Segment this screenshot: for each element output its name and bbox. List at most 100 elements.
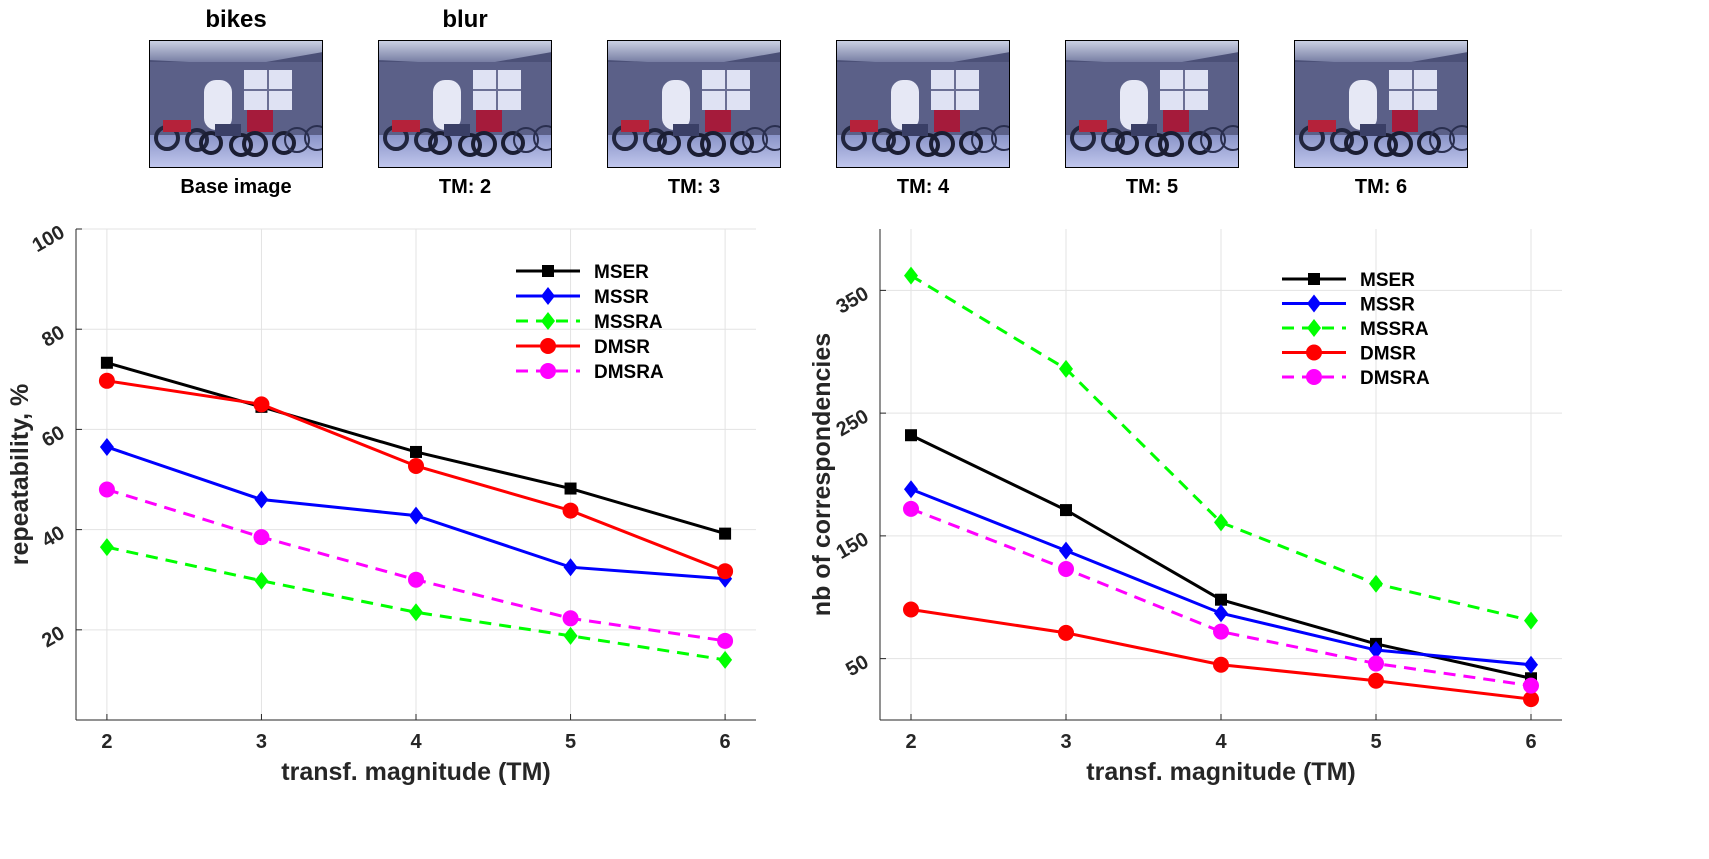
legend-item: MSER [1282, 270, 1415, 291]
x-tick-label: 3 [1060, 731, 1071, 753]
marker-square [719, 527, 732, 540]
marker-diamond [99, 437, 114, 456]
legend-item: DMSR [516, 337, 650, 358]
legend-label: MSSRA [594, 312, 663, 333]
legend: MSER MSSR MSSRA DMSR DMSRA [516, 262, 664, 383]
x-tick-label: 5 [565, 731, 576, 753]
dataset-label: bikes [205, 6, 266, 33]
marker-circle [253, 396, 270, 413]
marker-circle [1058, 624, 1074, 641]
thumbnail-5 [1294, 40, 1468, 168]
marker-circle [717, 632, 734, 649]
marker-square [1060, 504, 1072, 517]
marker-circle [540, 338, 556, 354]
legend-label: DMSR [1360, 344, 1416, 365]
thumbnail-image [607, 40, 781, 168]
legend-item: MSSRA [1282, 319, 1429, 340]
series-line [910, 274, 1532, 623]
thumbnail-label: TM: 6 [1355, 176, 1407, 198]
marker-circle [253, 529, 270, 546]
marker-diamond [99, 538, 114, 557]
marker-diamond [254, 490, 269, 509]
marker-diamond [1307, 319, 1321, 337]
x-tick-label: 2 [101, 731, 112, 753]
legend: MSER MSSR MSSRA DMSR DMSRA [1282, 270, 1430, 389]
x-tick-label: 6 [720, 731, 731, 753]
thumbnail-image [836, 40, 1010, 168]
marker-square [410, 445, 422, 458]
series-mssr [904, 480, 1538, 674]
marker-diamond [1369, 641, 1383, 660]
legend-label: DMSRA [1360, 368, 1430, 389]
legend-item: MSSR [1282, 294, 1415, 316]
legend-label: MSSRA [1360, 319, 1429, 340]
thumbnail-image [1294, 40, 1468, 168]
marker-circle [1368, 672, 1384, 689]
x-tick-label: 4 [410, 731, 422, 753]
legend-item: DMSR [1282, 344, 1416, 365]
legend-item: MSER [516, 262, 649, 283]
series-dmsra [903, 500, 1539, 694]
marker-circle [1058, 561, 1074, 578]
marker-circle [903, 500, 919, 517]
x-axis-label: transf. magnitude (TM) [1086, 758, 1355, 786]
marker-circle [903, 601, 919, 618]
thumbnail-3 [836, 40, 1010, 168]
x-tick-label: 2 [905, 731, 916, 753]
marker-square [564, 482, 577, 495]
thumbnail-label: TM: 3 [668, 176, 720, 198]
marker-diamond [1524, 611, 1538, 630]
x-tick-label: 3 [256, 731, 267, 753]
thumbnail-label: TM: 2 [439, 176, 491, 198]
y-tick-label: 350 [833, 283, 873, 319]
marker-diamond [409, 603, 423, 622]
thumbnail-image [378, 40, 552, 168]
marker-circle [540, 363, 556, 379]
marker-circle [562, 610, 579, 627]
marker-diamond [1214, 513, 1228, 532]
marker-diamond [563, 558, 578, 577]
legend-label: MSER [1360, 270, 1415, 291]
marker-circle [1523, 691, 1539, 708]
thumbnail-label: TM: 4 [897, 176, 950, 198]
marker-square [905, 429, 917, 442]
series-mssra [99, 538, 733, 669]
legend-item: DMSRA [516, 362, 664, 383]
series-dmsr [98, 372, 734, 580]
series-mssra [904, 266, 1538, 630]
thumbnail-label: Base image [180, 176, 291, 198]
marker-diamond [254, 571, 269, 590]
marker-diamond [904, 480, 918, 499]
marker-circle [1306, 369, 1322, 385]
legend-label: MSSR [594, 287, 649, 308]
marker-diamond [563, 626, 578, 645]
marker-circle [1368, 655, 1384, 672]
legend-item: DMSRA [1282, 368, 1430, 389]
y-tick-label: 60 [38, 422, 68, 452]
y-tick-label: 100 [29, 221, 69, 257]
repeatability-chart: 2 3 4 5 6 20 40 60 80 100 transf. magnitude (TM) re… [6, 221, 756, 786]
marker-circle [562, 502, 579, 519]
marker-circle [1213, 623, 1229, 640]
series-dmsr [903, 601, 1539, 708]
marker-diamond [541, 287, 555, 305]
marker-diamond [1524, 655, 1538, 674]
marker-diamond [1369, 574, 1383, 593]
y-tick-label: 50 [842, 651, 872, 681]
x-tick-label: 5 [1370, 731, 1381, 753]
y-tick-label: 250 [833, 405, 873, 441]
marker-circle [1213, 656, 1229, 673]
marker-circle [98, 372, 115, 389]
marker-diamond [718, 650, 733, 669]
thumbnail-2 [607, 40, 781, 168]
marker-circle [1523, 677, 1539, 694]
x-axis-label: transf. magnitude (TM) [281, 758, 550, 786]
marker-square [1308, 273, 1320, 285]
thumbnail-image [149, 40, 323, 168]
legend-item: MSSRA [516, 312, 663, 333]
y-tick-label: 40 [38, 522, 68, 552]
x-tick-label: 6 [1525, 731, 1536, 753]
thumbnail-1 [378, 40, 552, 168]
y-axis-label: nb of correspondencies [808, 333, 836, 616]
